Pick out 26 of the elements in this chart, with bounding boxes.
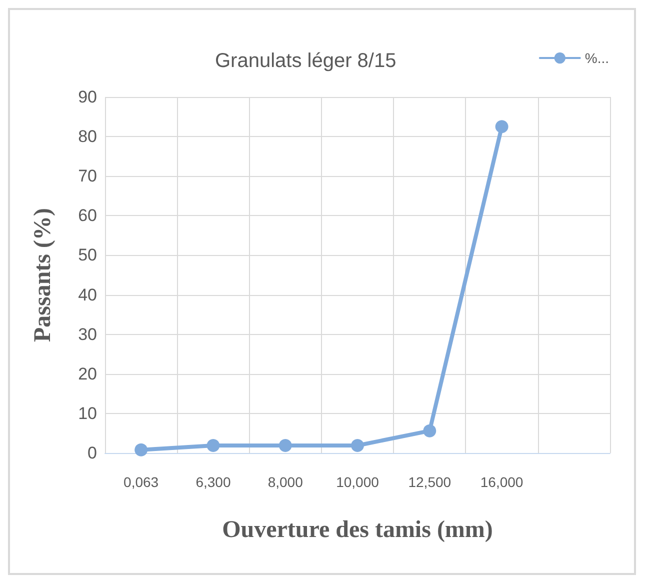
x-tick-label: 0,063	[124, 474, 159, 490]
y-tick-label: 10	[78, 404, 97, 423]
point	[423, 424, 436, 438]
x-axis-title: Ouverture des tamis (mm)	[222, 517, 493, 543]
y-tick-label: 60	[78, 206, 97, 226]
y-tick-label: 70	[78, 166, 97, 186]
x-tick-label: 10,000	[336, 474, 380, 490]
chart-title: Granulats léger 8/15	[215, 50, 396, 72]
point	[351, 438, 364, 452]
x-tick-label: 6,300	[196, 474, 231, 490]
y-tick-label: 30	[78, 324, 97, 344]
point	[206, 438, 220, 452]
x-tick-label: 8,000	[268, 474, 304, 490]
y-tick-label: 90	[78, 88, 97, 106]
point	[495, 120, 508, 134]
y-tick-label: 40	[78, 285, 97, 304]
y-tick-label: 50	[78, 246, 97, 265]
y-tick-label: 0	[88, 444, 97, 462]
y-tick-label: 20	[78, 364, 97, 384]
x-tick-label: 12,500	[408, 474, 452, 490]
x-tick-label: 16,000	[480, 474, 524, 490]
y-axis-title: Passants (%)	[30, 208, 56, 342]
y-tick-label: 80	[78, 127, 97, 146]
point	[134, 443, 148, 456]
point	[278, 438, 292, 452]
legend-label: %...	[584, 50, 610, 66]
